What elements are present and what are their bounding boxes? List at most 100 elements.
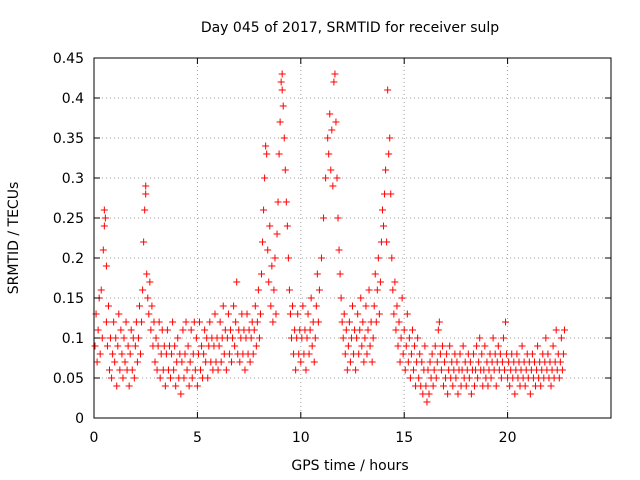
data-point <box>204 374 212 382</box>
data-point <box>183 366 191 374</box>
data-point <box>179 326 187 334</box>
data-point <box>513 350 521 358</box>
data-point <box>487 374 495 382</box>
data-point <box>103 342 111 350</box>
data-point <box>521 382 529 390</box>
data-point <box>430 366 438 374</box>
data-point <box>142 182 150 190</box>
data-point <box>230 302 238 310</box>
data-point <box>131 342 139 350</box>
data-point <box>274 198 282 206</box>
data-point <box>272 310 280 318</box>
x-tick-label: 15 <box>395 430 413 446</box>
data-point <box>250 326 258 334</box>
data-point <box>331 70 339 78</box>
data-point <box>305 350 313 358</box>
data-point <box>120 334 128 342</box>
data-point <box>188 374 196 382</box>
data-point <box>398 294 406 302</box>
data-point <box>153 366 161 374</box>
data-point <box>224 310 232 318</box>
data-point <box>141 206 149 214</box>
data-point <box>382 166 390 174</box>
data-point <box>269 318 277 326</box>
data-point <box>315 286 323 294</box>
plot-frame <box>93 57 612 419</box>
data-point <box>419 390 427 398</box>
data-point <box>314 318 322 326</box>
data-point <box>147 326 155 334</box>
data-point <box>302 366 310 374</box>
data-point <box>261 174 269 182</box>
data-point <box>134 334 142 342</box>
data-point <box>289 302 297 310</box>
data-point <box>484 382 492 390</box>
data-point <box>528 350 536 358</box>
data-point <box>337 294 345 302</box>
data-point <box>389 286 397 294</box>
data-point <box>143 270 151 278</box>
data-point <box>258 270 266 278</box>
data-point <box>216 318 224 326</box>
data-point <box>502 318 510 326</box>
y-tick-label: 0.05 <box>53 371 84 387</box>
data-point <box>226 326 234 334</box>
data-point <box>122 318 130 326</box>
x-tick-label: 5 <box>193 430 202 446</box>
data-point <box>271 254 279 262</box>
data-point <box>328 126 336 134</box>
data-point <box>253 318 261 326</box>
data-point <box>292 366 300 374</box>
data-point <box>252 342 260 350</box>
data-point <box>282 198 290 206</box>
data-point <box>443 350 451 358</box>
data-point <box>431 342 439 350</box>
data-point <box>144 294 152 302</box>
data-point <box>425 390 433 398</box>
data-point <box>260 206 268 214</box>
data-point <box>262 142 270 150</box>
data-point <box>354 310 362 318</box>
data-point <box>492 382 500 390</box>
data-point <box>100 206 108 214</box>
data-point <box>557 334 565 342</box>
data-point <box>452 374 460 382</box>
data-point <box>355 350 363 358</box>
data-point <box>500 366 508 374</box>
data-point <box>346 358 354 366</box>
data-point <box>465 374 473 382</box>
data-point <box>424 366 432 374</box>
data-point <box>146 278 154 286</box>
data-point <box>426 358 434 366</box>
data-point <box>310 358 318 366</box>
data-point <box>177 390 185 398</box>
data-point <box>229 334 237 342</box>
data-point <box>365 286 373 294</box>
data-point <box>473 342 481 350</box>
data-point <box>139 286 147 294</box>
data-point <box>115 310 123 318</box>
data-point <box>542 334 550 342</box>
data-point <box>312 302 320 310</box>
data-point <box>402 342 410 350</box>
data-point <box>246 358 254 366</box>
data-point <box>198 342 206 350</box>
data-point <box>112 334 120 342</box>
data-point <box>499 334 507 342</box>
data-point <box>462 382 470 390</box>
data-point <box>386 134 394 142</box>
data-point <box>394 342 402 350</box>
data-point <box>364 326 372 334</box>
data-point <box>180 374 188 382</box>
data-point <box>100 222 108 230</box>
data-point <box>378 206 386 214</box>
data-point <box>466 358 474 366</box>
data-point <box>121 358 129 366</box>
data-point <box>266 222 274 230</box>
data-point <box>518 342 526 350</box>
data-point <box>200 350 208 358</box>
data-point <box>403 310 411 318</box>
data-point <box>399 350 407 358</box>
data-point <box>380 222 388 230</box>
data-point <box>320 214 328 222</box>
